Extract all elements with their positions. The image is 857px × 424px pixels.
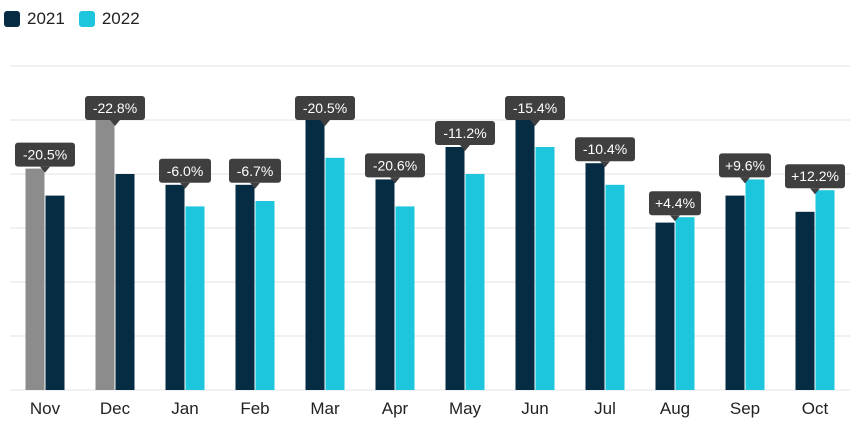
bar-2022-sep[interactable] [745, 179, 765, 390]
change-label-box [575, 137, 635, 162]
bar-2021-jun[interactable] [515, 103, 535, 391]
change-label-text: -11.2% [443, 125, 486, 141]
change-label-pointer [110, 120, 120, 126]
change-label-aug: +4.4% [649, 191, 701, 222]
change-label-text: +4.4% [655, 195, 695, 211]
change-label-text: -15.4% [513, 100, 557, 116]
x-tick-label: Dec [100, 399, 131, 418]
bar-2022-mar[interactable] [325, 157, 345, 390]
change-label-box [505, 96, 565, 120]
legend-label-2022: 2022 [101, 9, 140, 28]
change-label-box [785, 164, 845, 189]
chart-legend: 2021 2022 [4, 9, 146, 29]
change-label-pointer [390, 177, 400, 184]
legend-item-2021[interactable]: 2021 [4, 9, 65, 29]
change-label-pointer [740, 177, 750, 184]
change-label-jul: -10.4% [575, 137, 635, 168]
change-label-box [229, 158, 281, 183]
change-label-text: +9.6% [725, 157, 765, 173]
bar-2022-jul[interactable] [605, 184, 625, 390]
change-label-sep: +9.6% [719, 153, 771, 184]
change-label-mar: -20.5% [295, 96, 355, 126]
x-tick-label: Jul [594, 399, 616, 418]
bar-2021-jan[interactable] [165, 184, 185, 390]
change-label-pointer [810, 188, 820, 195]
change-label-oct: +12.2% [785, 164, 845, 195]
change-label-box [365, 153, 425, 178]
change-label-box [15, 142, 75, 167]
change-label-box [295, 96, 355, 120]
change-label-box [159, 158, 211, 183]
legend-item-2022[interactable]: 2022 [78, 9, 140, 29]
change-label-apr: -20.6% [365, 153, 425, 184]
legend-swatch-2022 [78, 11, 95, 27]
change-label-box [719, 153, 771, 178]
x-tick-label: Jun [521, 399, 548, 418]
bar-2021-feb[interactable] [235, 184, 255, 390]
change-label-text: -6.0% [167, 163, 204, 179]
change-label-text: -20.6% [373, 157, 417, 173]
bar-2020-dec[interactable] [95, 98, 115, 391]
x-tick-label: Oct [802, 399, 829, 418]
change-label-nov: -20.5% [15, 142, 75, 173]
change-label-jun: -15.4% [505, 96, 565, 126]
bar-2021-aug[interactable] [655, 222, 675, 390]
x-tick-label: Jan [171, 399, 198, 418]
bar-2021-nov[interactable] [45, 195, 65, 390]
change-label-feb: -6.7% [229, 158, 281, 189]
x-axis: Nov Dec Jan Feb Mar Apr May Jun Jul Aug Sep Oct [30, 399, 829, 418]
legend-label-2021: 2021 [27, 9, 65, 28]
bar-2022-jan[interactable] [185, 206, 205, 390]
x-tick-label: Apr [382, 399, 409, 418]
change-label-pointer [250, 182, 260, 189]
change-label-pointer [600, 161, 610, 168]
bar-2021-dec[interactable] [115, 174, 135, 390]
change-label-text: -20.5% [23, 147, 67, 163]
change-label-jan: -6.0% [159, 158, 211, 189]
change-label-pointer [670, 215, 680, 222]
change-label-box [435, 121, 495, 145]
bar-2022-may[interactable] [465, 174, 485, 390]
bar-2022-feb[interactable] [255, 201, 275, 390]
change-label-dec: -22.8% [85, 96, 145, 126]
bar-2021-apr[interactable] [375, 179, 395, 390]
x-tick-label: May [449, 399, 482, 418]
change-label-text: -10.4% [583, 141, 627, 157]
change-label-pointer [320, 120, 330, 126]
x-tick-label: Sep [730, 399, 760, 418]
change-label-box [649, 191, 701, 216]
change-label-pointer [40, 166, 50, 173]
change-label-text: +12.2% [791, 168, 839, 184]
label-layer: -20.5% -22.8% -6.0% -6.7% -20.5% -20.6% -11.2%… [15, 96, 845, 222]
bar-2020-nov[interactable] [25, 168, 45, 390]
bar-2021-jul[interactable] [585, 163, 605, 390]
bar-layer [25, 98, 835, 391]
legend-swatch-2021 [4, 11, 20, 27]
change-label-text: -22.8% [93, 100, 137, 116]
x-tick-label: Aug [660, 399, 690, 418]
x-tick-label: Feb [240, 399, 269, 418]
bar-2021-sep[interactable] [725, 195, 745, 390]
bar-2022-jun[interactable] [535, 147, 555, 390]
change-label-box [85, 96, 145, 120]
x-tick-label: Nov [30, 399, 61, 418]
change-label-pointer [530, 120, 540, 126]
change-label-text: -6.7% [237, 163, 274, 179]
bar-2021-oct[interactable] [795, 211, 815, 390]
bar-2021-may[interactable] [445, 147, 465, 390]
x-tick-label: Mar [310, 399, 340, 418]
bar-2021-mar[interactable] [305, 98, 325, 391]
change-label-pointer [460, 145, 470, 151]
grid-layer [10, 65, 850, 391]
change-label-text: -20.5% [303, 100, 347, 116]
bar-2022-aug[interactable] [675, 217, 695, 390]
change-label-may: -11.2% [435, 121, 495, 151]
bar-2022-oct[interactable] [815, 190, 835, 390]
bar-2022-apr[interactable] [395, 206, 415, 390]
change-label-pointer [180, 182, 190, 189]
